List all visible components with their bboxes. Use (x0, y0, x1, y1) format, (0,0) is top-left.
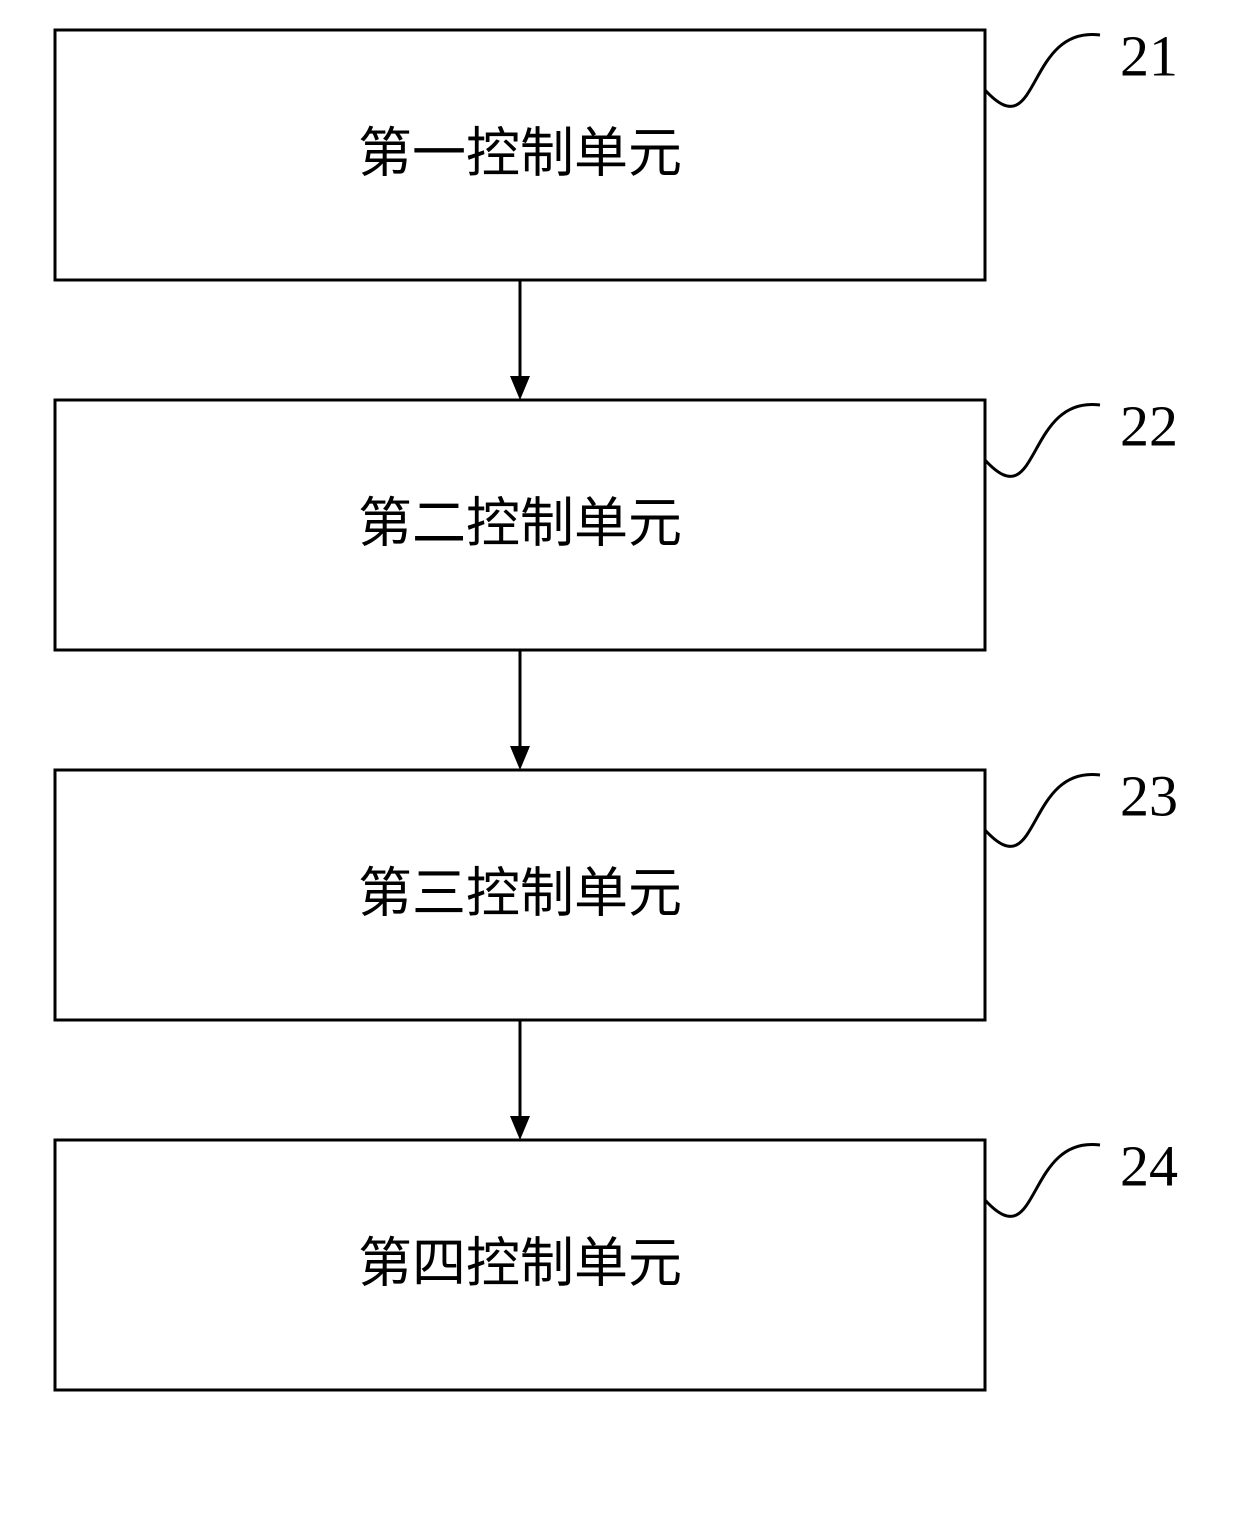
flow-box-label-4: 第四控制单元 (358, 1233, 682, 1293)
callout-curve-3 (985, 774, 1100, 846)
callout-curve-2 (985, 404, 1100, 476)
arrow-head-2 (510, 746, 530, 770)
flow-box-label-2: 第二控制单元 (358, 493, 682, 553)
callout-curve-1 (985, 34, 1100, 106)
flow-box-number-4: 24 (1120, 1133, 1178, 1198)
flow-box-number-3: 23 (1120, 763, 1178, 828)
flow-box-label-3: 第三控制单元 (358, 863, 682, 923)
arrow-head-1 (510, 376, 530, 400)
callout-curve-4 (985, 1144, 1100, 1216)
arrow-head-3 (510, 1116, 530, 1140)
flow-box-number-2: 22 (1120, 393, 1178, 458)
flow-box-number-1: 21 (1120, 23, 1178, 88)
flow-box-label-1: 第一控制单元 (358, 123, 682, 183)
